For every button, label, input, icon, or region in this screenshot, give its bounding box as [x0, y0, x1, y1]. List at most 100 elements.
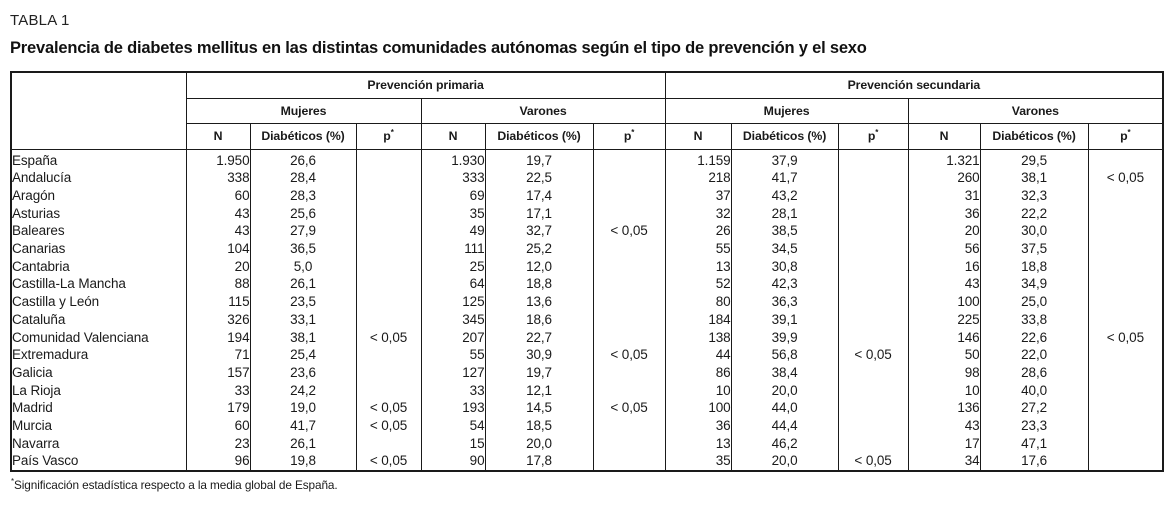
- p-value: [592, 310, 666, 329]
- diabetics-percent-value: 20,0: [730, 452, 839, 472]
- n-value: 56: [907, 240, 981, 258]
- n-value: 86: [664, 363, 732, 382]
- p-asterisk: *: [631, 127, 635, 137]
- diabetics-percent-value: 39,1: [730, 310, 839, 329]
- table-row: Extremadura 71 25,4 55 30,9 < 0,05 44 56,8 < 0,0…: [10, 346, 1164, 364]
- diabetics-percent-value: 18,8: [979, 257, 1089, 276]
- p-value: [837, 257, 909, 276]
- n-value: 43: [185, 222, 251, 241]
- diabetics-percent-value: 44,4: [730, 417, 839, 435]
- n-value: 35: [420, 204, 486, 223]
- p-value: [837, 240, 909, 258]
- n-value: 260: [907, 169, 981, 187]
- p-value: [837, 399, 909, 418]
- region-name: La Rioja: [10, 381, 187, 400]
- diabetics-percent-value: 20,0: [484, 434, 594, 453]
- diabetics-percent-value: 12,1: [484, 381, 594, 400]
- p-value: [355, 275, 422, 294]
- table-row: Baleares 43 27,9 49 32,7 < 0,05 26 38,5 20 30,0: [10, 222, 1164, 241]
- p-asterisk: *: [875, 127, 879, 137]
- diabetics-percent-value: 56,8: [730, 346, 839, 364]
- n-value: 1.321: [907, 149, 981, 170]
- n-value: 345: [420, 310, 486, 329]
- table-row: Asturias 43 25,6 35 17,1 32 28,1 36 22,2: [10, 204, 1164, 223]
- col-header-n: N: [664, 122, 732, 150]
- diabetics-percent-value: 17,6: [979, 452, 1089, 472]
- diabetics-percent-value: 19,0: [249, 399, 357, 418]
- table-row: Aragón 60 28,3 69 17,4 37 43,2 31 32,3: [10, 186, 1164, 205]
- p-value: [355, 257, 422, 276]
- diabetics-percent-value: 19,8: [249, 452, 357, 472]
- diabetics-percent-value: 41,7: [249, 417, 357, 435]
- p-value: [1087, 452, 1164, 472]
- p-value: [592, 363, 666, 382]
- n-value: 136: [907, 399, 981, 418]
- n-value: 100: [664, 399, 732, 418]
- n-value: 194: [185, 328, 251, 347]
- diabetics-percent-value: 26,1: [249, 434, 357, 453]
- diabetics-percent-value: 12,0: [484, 257, 594, 276]
- diabetics-percent-value: 25,0: [979, 293, 1089, 311]
- p-value: [837, 363, 909, 382]
- sex-header-women-secondary: Mujeres: [664, 97, 909, 124]
- p-value: [1087, 149, 1164, 170]
- n-value: 26: [664, 222, 732, 241]
- p-value: [1087, 257, 1164, 276]
- p-value: [1087, 363, 1164, 382]
- n-value: 54: [420, 417, 486, 435]
- p-value: [837, 169, 909, 187]
- n-value: 96: [185, 452, 251, 472]
- diabetics-percent-value: 26,1: [249, 275, 357, 294]
- header-row-columns: N Diabéticos (%) p* N Diabéticos (%) p* …: [11, 122, 1164, 150]
- diabetics-percent-value: 28,1: [730, 204, 839, 223]
- n-value: 50: [907, 346, 981, 364]
- region-name: Canarias: [10, 240, 187, 258]
- region-name: País Vasco: [10, 452, 187, 472]
- diabetics-percent-value: 40,0: [979, 381, 1089, 400]
- region-name: Castilla y León: [10, 293, 187, 311]
- region-name: Castilla-La Mancha: [10, 275, 187, 294]
- header-row-prevention: Prevención primaria Prevención secundari…: [10, 71, 1164, 150]
- n-value: 80: [664, 293, 732, 311]
- diabetics-percent-value: 29,5: [979, 149, 1089, 170]
- p-value: [355, 204, 422, 223]
- diabetics-percent-value: 17,8: [484, 452, 594, 472]
- col-header-p: p*: [1087, 122, 1164, 150]
- p-value: < 0,05: [592, 222, 666, 241]
- page: TABLA 1 Prevalencia de diabetes mellitus…: [10, 12, 1165, 493]
- diabetics-percent-value: 18,8: [484, 275, 594, 294]
- diabetics-percent-value: 38,1: [249, 328, 357, 347]
- diabetics-percent-value: 28,3: [249, 186, 357, 205]
- n-value: 37: [664, 186, 732, 205]
- p-label: p: [1120, 129, 1128, 143]
- footnote-text: Significación estadística respecto a la …: [14, 478, 338, 493]
- n-value: 338: [185, 169, 251, 187]
- table-row: Castilla-La Mancha 88 26,1 64 18,8 52 42,3 43 34…: [10, 275, 1164, 294]
- table-row: España 1.950 26,6 1.930 19,7 1.159 37,9 1.321 29…: [10, 149, 1164, 170]
- p-label: p: [623, 129, 632, 143]
- region-name: Aragón: [10, 186, 187, 205]
- n-value: 10: [664, 381, 732, 400]
- n-value: 326: [185, 310, 251, 329]
- diabetics-percent-value: 14,5: [484, 399, 594, 418]
- n-value: 36: [907, 204, 981, 223]
- n-value: 157: [185, 363, 251, 382]
- n-value: 64: [420, 275, 486, 294]
- diabetics-percent-value: 36,3: [730, 293, 839, 311]
- p-value: < 0,05: [1087, 328, 1164, 347]
- region-name: Madrid: [10, 399, 187, 418]
- n-value: 60: [185, 186, 251, 205]
- n-value: 146: [907, 328, 981, 347]
- n-value: 16: [907, 257, 981, 276]
- n-value: 32: [664, 204, 732, 223]
- n-value: 127: [420, 363, 486, 382]
- p-value: [837, 275, 909, 294]
- group-header-primary: Prevención primaria: [185, 71, 666, 99]
- diabetics-percent-value: 38,4: [730, 363, 839, 382]
- diabetics-percent-value: 22,0: [979, 346, 1089, 364]
- diabetics-percent-value: 13,6: [484, 293, 594, 311]
- col-header-diabetics: Diabéticos (%): [484, 122, 594, 150]
- col-header-diabetics: Diabéticos (%): [979, 122, 1089, 150]
- p-value: [1087, 186, 1164, 205]
- p-value: [837, 204, 909, 223]
